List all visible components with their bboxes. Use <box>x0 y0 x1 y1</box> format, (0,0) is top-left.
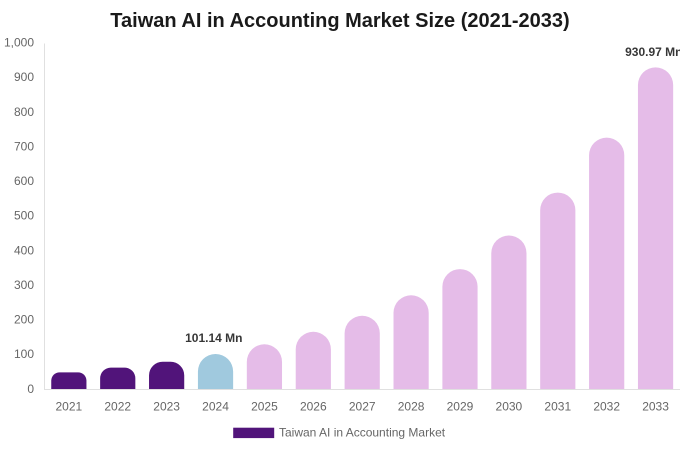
svg-text:2026: 2026 <box>300 400 327 414</box>
svg-text:2025: 2025 <box>251 400 278 414</box>
svg-text:2027: 2027 <box>349 400 376 414</box>
svg-text:2023: 2023 <box>153 400 180 414</box>
svg-text:2028: 2028 <box>398 400 425 414</box>
svg-text:Taiwan AI in Accounting Market: Taiwan AI in Accounting Market Size (202… <box>110 10 569 32</box>
svg-text:0: 0 <box>27 382 34 396</box>
svg-text:2032: 2032 <box>593 400 620 414</box>
svg-text:100: 100 <box>14 347 34 361</box>
svg-text:2021: 2021 <box>55 400 82 414</box>
svg-text:800: 800 <box>14 105 34 119</box>
svg-text:500: 500 <box>14 209 34 223</box>
svg-text:2022: 2022 <box>104 400 131 414</box>
svg-text:600: 600 <box>14 174 34 188</box>
svg-text:2030: 2030 <box>496 400 523 414</box>
svg-text:400: 400 <box>14 243 34 257</box>
svg-text:930.97 Mn: 930.97 Mn <box>625 45 680 59</box>
svg-text:2031: 2031 <box>544 400 571 414</box>
svg-text:900: 900 <box>14 70 34 84</box>
svg-text:2029: 2029 <box>447 400 474 414</box>
svg-text:101.14 Mn: 101.14 Mn <box>185 331 242 345</box>
svg-text:1,000: 1,000 <box>4 36 34 50</box>
svg-text:200: 200 <box>14 313 34 327</box>
svg-text:2024: 2024 <box>202 400 229 414</box>
svg-text:2033: 2033 <box>642 400 669 414</box>
svg-text:300: 300 <box>14 278 34 292</box>
svg-text:Taiwan AI in Accounting Market: Taiwan AI in Accounting Market <box>279 425 446 439</box>
svg-text:700: 700 <box>14 139 34 153</box>
